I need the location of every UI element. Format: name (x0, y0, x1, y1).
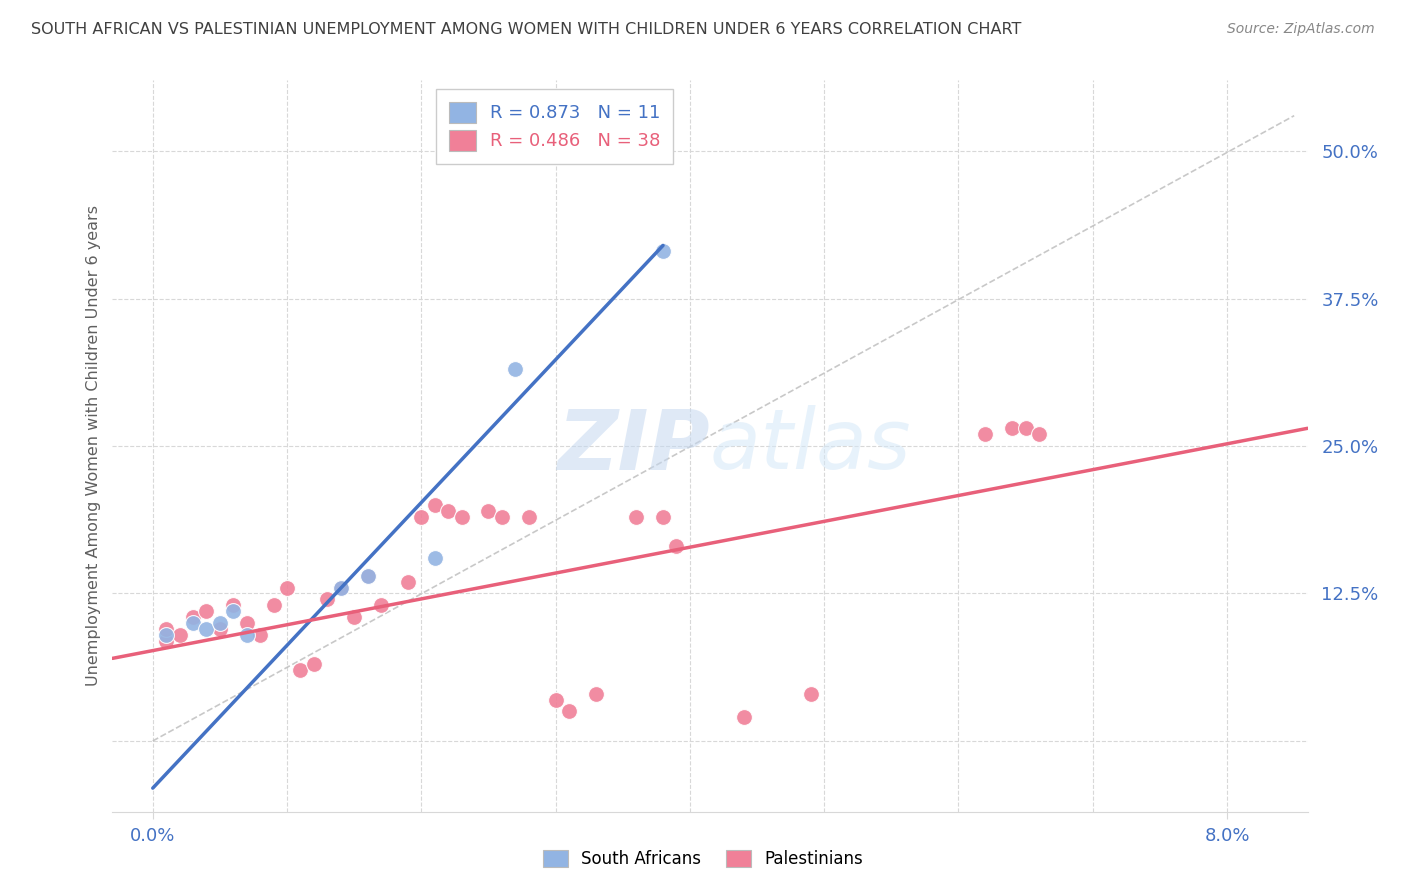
Point (329, 581, 352, 595)
Point (302, 657, 325, 672)
Point (181, 610, 204, 624)
Point (155, 633, 177, 648)
Point (155, 622, 177, 636)
Point (450, 509, 472, 524)
Point (491, 509, 513, 524)
Point (356, 568, 378, 582)
Point (517, 509, 540, 524)
Point (263, 599, 285, 613)
Point (1001, 421, 1024, 435)
Point (558, 705, 581, 719)
Point (276, 581, 298, 595)
Legend: R = 0.873   N = 11, R = 0.486   N = 38: R = 0.873 N = 11, R = 0.486 N = 38 (436, 89, 673, 163)
Point (652, 244, 675, 259)
Point (343, 610, 366, 624)
Point (195, 622, 218, 636)
Point (974, 427, 997, 442)
Point (208, 615, 231, 630)
Point (544, 692, 567, 706)
Point (800, 687, 823, 701)
Point (195, 604, 218, 618)
Point (222, 604, 245, 618)
Point (236, 628, 259, 642)
Point (181, 615, 204, 630)
Point (329, 581, 352, 595)
Point (396, 574, 419, 589)
Point (222, 599, 245, 613)
Point (370, 599, 392, 613)
Text: atlas: atlas (710, 406, 911, 486)
Point (733, 710, 755, 724)
Point (290, 663, 312, 677)
Point (477, 504, 499, 518)
Point (1028, 427, 1050, 442)
Point (423, 551, 446, 566)
Point (316, 592, 339, 607)
Point (208, 622, 231, 636)
Point (652, 509, 675, 524)
Point (356, 568, 378, 582)
Point (585, 687, 607, 701)
Point (411, 509, 433, 524)
Point (665, 539, 688, 553)
Point (505, 362, 527, 376)
Point (1014, 421, 1036, 435)
Point (155, 628, 177, 642)
Point (437, 504, 460, 518)
Point (236, 615, 259, 630)
Text: SOUTH AFRICAN VS PALESTINIAN UNEMPLOYMENT AMONG WOMEN WITH CHILDREN UNDER 6 YEAR: SOUTH AFRICAN VS PALESTINIAN UNEMPLOYMEN… (31, 22, 1021, 37)
Text: Source: ZipAtlas.com: Source: ZipAtlas.com (1227, 22, 1375, 37)
Text: ZIP: ZIP (557, 406, 710, 486)
Point (169, 628, 191, 642)
Y-axis label: Unemployment Among Women with Children Under 6 years: Unemployment Among Women with Children U… (86, 205, 101, 687)
Point (249, 628, 271, 642)
Point (423, 498, 446, 512)
Legend: South Africans, Palestinians: South Africans, Palestinians (536, 843, 870, 875)
Point (624, 509, 647, 524)
